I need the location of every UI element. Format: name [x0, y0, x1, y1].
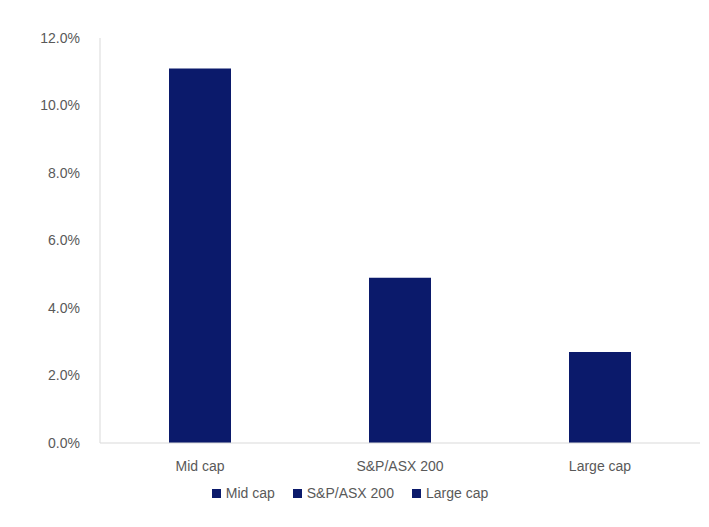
- svg-text:12.0%: 12.0%: [40, 30, 80, 46]
- svg-text:10.0%: 10.0%: [40, 97, 80, 113]
- svg-text:2.0%: 2.0%: [48, 367, 80, 383]
- svg-text:Mid cap: Mid cap: [175, 458, 224, 474]
- html-text:Large cap: Large cap: [426, 485, 489, 501]
- svg-text:0.0%: 0.0%: [48, 435, 80, 451]
- html-text:Mid cap: Mid cap: [225, 485, 275, 501]
- html-text:S&P/ASX 200: S&P/ASX 200: [306, 485, 394, 501]
- svg-text:Large cap: Large cap: [569, 458, 631, 474]
- svg-text:6.0%: 6.0%: [48, 232, 80, 248]
- svg-text:4.0%: 4.0%: [48, 300, 80, 316]
- svg-text:S&P/ASX 200: S&P/ASX 200: [356, 458, 443, 474]
- svg-text:8.0%: 8.0%: [48, 165, 80, 181]
